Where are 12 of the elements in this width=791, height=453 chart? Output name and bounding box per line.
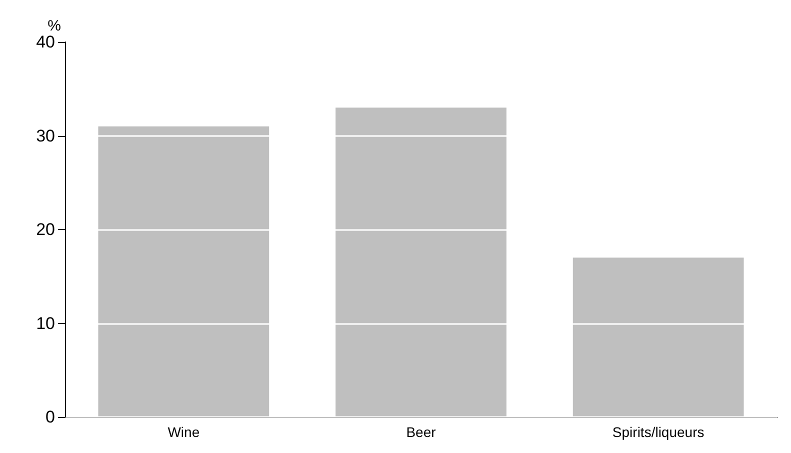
x-tick-label: Beer bbox=[406, 424, 436, 440]
x-tick-label: Spirits/liqueurs bbox=[612, 424, 704, 440]
y-tick-label: 0 bbox=[46, 408, 55, 426]
bar bbox=[336, 108, 506, 417]
x-tick-label: Wine bbox=[168, 424, 200, 440]
y-tick-label: 20 bbox=[36, 220, 55, 239]
y-tick-label: 30 bbox=[36, 126, 55, 146]
y-axis-title: % bbox=[48, 18, 61, 35]
bar bbox=[98, 126, 270, 417]
bar bbox=[572, 258, 744, 417]
y-tick-label: 10 bbox=[36, 314, 55, 333]
y-tick-label: 40 bbox=[36, 32, 55, 52]
